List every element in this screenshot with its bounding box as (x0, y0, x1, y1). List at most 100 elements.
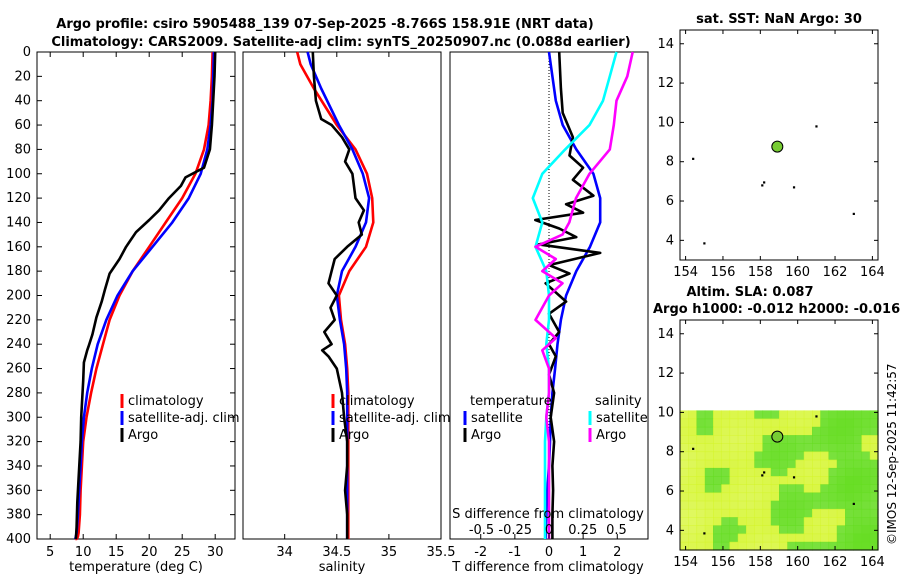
sla-cell (836, 418, 846, 428)
y-tick-label: 400 (6, 532, 31, 547)
sla-cell (828, 492, 838, 502)
sla-cell (713, 467, 722, 477)
sla-cell (737, 533, 747, 543)
sla-cell (696, 533, 706, 543)
sla-cell (770, 533, 780, 543)
sla-cell (721, 467, 731, 477)
sla-cell (737, 426, 747, 436)
sla-cell (680, 525, 689, 535)
sla-cell (861, 541, 871, 551)
y-tick-label: 14 (657, 37, 674, 52)
sla-cell (721, 541, 731, 551)
y-tick-label: 8 (666, 445, 674, 460)
x-tick-label: 35.5 (427, 545, 456, 560)
sla-cell (779, 418, 788, 428)
x-tick-label: 25 (174, 545, 191, 560)
x-tick-label: 34.5 (322, 545, 351, 560)
sla-cell (845, 443, 854, 453)
sla-cell (680, 484, 689, 494)
sla-cell (828, 508, 838, 518)
legend-argo-label: Argo (339, 428, 369, 443)
sla-cell (737, 508, 747, 518)
sla-cell (754, 525, 764, 535)
sla-cell (795, 508, 805, 518)
temperature-legend: climatology satellite-adj. clim Argo (120, 394, 240, 443)
sla-cell (787, 435, 797, 444)
sla-cell (762, 533, 772, 543)
sla-cell (812, 517, 821, 526)
sla-cell (737, 541, 747, 551)
sla-cell (795, 443, 805, 453)
y-tick-label: 340 (6, 459, 31, 474)
sla-cell (713, 410, 722, 420)
temperature-xlabel: temperature (deg C) (69, 560, 203, 575)
sla-cell (746, 443, 755, 453)
legend-temperature-title: temperature (470, 394, 552, 409)
sla-cell (770, 484, 780, 494)
sla-cell (812, 492, 821, 502)
y-tick-label: 100 (6, 167, 31, 182)
sla-cell (779, 525, 788, 535)
sla-cell (721, 508, 731, 518)
sla-cell (812, 541, 821, 551)
sla-cell (754, 476, 764, 485)
sla-cell (688, 467, 698, 477)
sla-cell (845, 500, 854, 510)
sla-cell (845, 410, 854, 420)
legend-satellite-label: satellite-adj. clim (128, 411, 240, 426)
sla-cell (754, 410, 764, 420)
sla-cell (812, 418, 821, 428)
sla-cell (762, 525, 772, 535)
sla-cell (828, 525, 838, 535)
sla-cell (688, 426, 698, 436)
sla-cell (696, 451, 706, 461)
sla-cell (787, 492, 797, 502)
sla-cell (688, 418, 698, 428)
sla-cell (721, 418, 731, 428)
sla-cell (845, 484, 854, 494)
sla-cell (845, 459, 854, 469)
sst-map-title: sat. SST: NaN Argo: 30 (696, 12, 862, 27)
sla-cell (853, 517, 863, 526)
sla-cell (746, 467, 755, 477)
sla-cell (754, 426, 764, 436)
sla-cell (820, 517, 830, 526)
sla-cell (704, 467, 714, 477)
sla-cell (853, 476, 863, 485)
salinity-legend: climatology satellite-adj. clim Argo (331, 394, 451, 443)
sla-cell (845, 492, 854, 502)
legend-climatology-label: climatology (339, 394, 415, 409)
nearby-float-dot (763, 471, 766, 474)
y-tick-label: 180 (6, 264, 31, 279)
sla-cell (746, 492, 755, 502)
sla-cell (713, 517, 722, 526)
sla-cell (746, 500, 755, 510)
sla-cell (869, 426, 879, 436)
sla-cell (795, 435, 805, 444)
sla-cell (762, 476, 772, 485)
sla-cell (836, 435, 846, 444)
y-tick-label: 4 (666, 233, 674, 248)
sla-cell (869, 541, 879, 551)
nearby-float-dot (703, 532, 706, 535)
sla-cell (680, 533, 689, 543)
sla-cell (787, 484, 797, 494)
sla-cell (803, 500, 813, 510)
sla-cell (762, 435, 772, 444)
sla-cell (861, 533, 871, 543)
sla-cell (746, 533, 755, 543)
sla-cell (713, 484, 722, 494)
sla-cell (704, 525, 714, 535)
sla-cell (820, 541, 830, 551)
sla-cell (828, 435, 838, 444)
nearby-float-dot (815, 415, 818, 418)
x-tick-label: 10 (75, 545, 92, 560)
sla-cell (680, 410, 689, 420)
sla-cell (836, 484, 846, 494)
sla-cell (762, 459, 772, 469)
sla-cell (713, 525, 722, 535)
sla-cell (853, 541, 863, 551)
sla-cell (803, 517, 813, 526)
sla-cell (795, 492, 805, 502)
sla-cell (828, 467, 838, 477)
